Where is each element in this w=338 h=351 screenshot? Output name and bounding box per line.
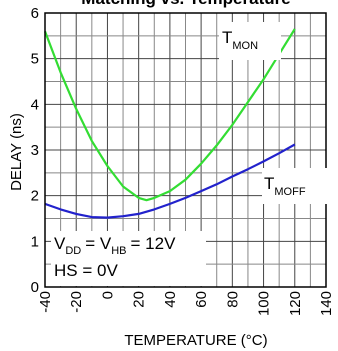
vhb-sub: HB [111, 245, 126, 257]
vdd-value: = 12V [131, 234, 177, 253]
tmon-label-sub: MON [232, 40, 258, 52]
y-tick-label: 4 [31, 96, 39, 113]
tmoff-label: TMOFF [264, 174, 306, 198]
x-tick-label: 140 [318, 291, 335, 316]
series-line-moff [44, 143, 296, 219]
x-tick-label: 80 [224, 291, 241, 308]
x-tick-label: 100 [256, 291, 273, 316]
y-tick-label: 1 [31, 233, 39, 250]
tmon-label-main: T [222, 28, 232, 47]
tmoff-label-main: T [264, 174, 274, 193]
tick-labels: 0 1 2 3 4 5 6 -40 -20 0 20 40 60 80 100 120 140 [31, 5, 335, 316]
tmon-label-bg [219, 22, 281, 60]
vdd-sub: DD [65, 245, 81, 257]
conditions-bg [51, 231, 206, 286]
tmon-label: TMON [222, 28, 258, 52]
chart-title: Matching vs. Temperature [81, 0, 290, 8]
y-tick-label: 0 [31, 279, 39, 296]
y-tick-label: 5 [31, 51, 39, 68]
conditions-vdd: VDD = VHB = 12V [54, 234, 176, 257]
tmoff-label-bg [262, 168, 332, 204]
tmoff-label-sub: MOFF [274, 186, 305, 198]
conditions-hs: HS = 0V [54, 261, 118, 280]
x-tick-label: 0 [99, 291, 116, 299]
plot-frame [44, 12, 327, 288]
y-tick-label: 3 [31, 142, 39, 159]
series-line-mon [43, 28, 296, 202]
series-layer [43, 28, 296, 219]
y-tick-label: 6 [31, 5, 39, 22]
x-tick-label: -20 [68, 291, 85, 313]
x-tick-label: 120 [287, 291, 304, 316]
vdd-main: V [54, 234, 66, 253]
y-axis-title: DELAY (ns) [8, 113, 25, 191]
vhb-main: = V [85, 234, 112, 253]
y-tick-label: 2 [31, 188, 39, 205]
x-tick-label: 40 [162, 291, 179, 308]
grid [44, 12, 327, 288]
x-tick-label: 20 [131, 291, 148, 308]
x-axis-title: TEMPERATURE (°C) [124, 332, 267, 349]
x-tick-label: 60 [193, 291, 210, 308]
x-tick-label: -40 [37, 291, 54, 313]
